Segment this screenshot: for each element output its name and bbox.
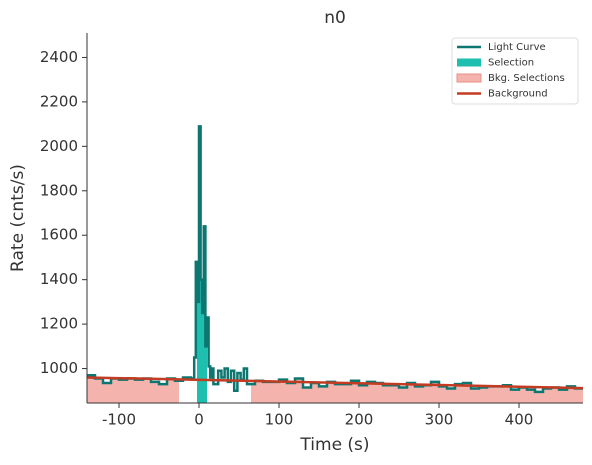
x-tick-label: -100 bbox=[102, 411, 136, 429]
plot-area bbox=[87, 125, 583, 403]
x-axis-label: Time (s) bbox=[299, 435, 369, 455]
y-tick-label: 1200 bbox=[40, 315, 78, 333]
y-axis-label: Rate (cnts/s) bbox=[8, 164, 28, 272]
y-tick-label: 1000 bbox=[40, 359, 78, 377]
x-tick-label: 200 bbox=[345, 411, 374, 429]
x-tick-label: 0 bbox=[194, 411, 204, 429]
x-tick-label: 300 bbox=[425, 411, 454, 429]
y-tick-label: 2000 bbox=[40, 137, 78, 155]
y-tick-label: 1800 bbox=[40, 181, 78, 199]
y-tick-label: 2400 bbox=[40, 48, 78, 66]
legend-box bbox=[451, 37, 579, 105]
x-tick-label: 400 bbox=[505, 411, 534, 429]
legend-label: Light Curve bbox=[488, 42, 546, 53]
legend-swatch bbox=[456, 73, 482, 83]
legend-label: Bkg. Selections bbox=[488, 73, 565, 84]
background-line bbox=[87, 376, 583, 390]
legend-label: Selection bbox=[488, 58, 534, 69]
chart-title: n0 bbox=[324, 8, 346, 28]
y-tick-label: 2200 bbox=[40, 92, 78, 110]
y-tick-label: 1400 bbox=[40, 270, 78, 288]
legend-swatch bbox=[457, 58, 481, 67]
legend-label: Background bbox=[488, 89, 548, 100]
x-tick-label: 100 bbox=[265, 411, 294, 429]
y-tick-label: 1600 bbox=[40, 226, 78, 244]
light-curve bbox=[87, 125, 583, 394]
